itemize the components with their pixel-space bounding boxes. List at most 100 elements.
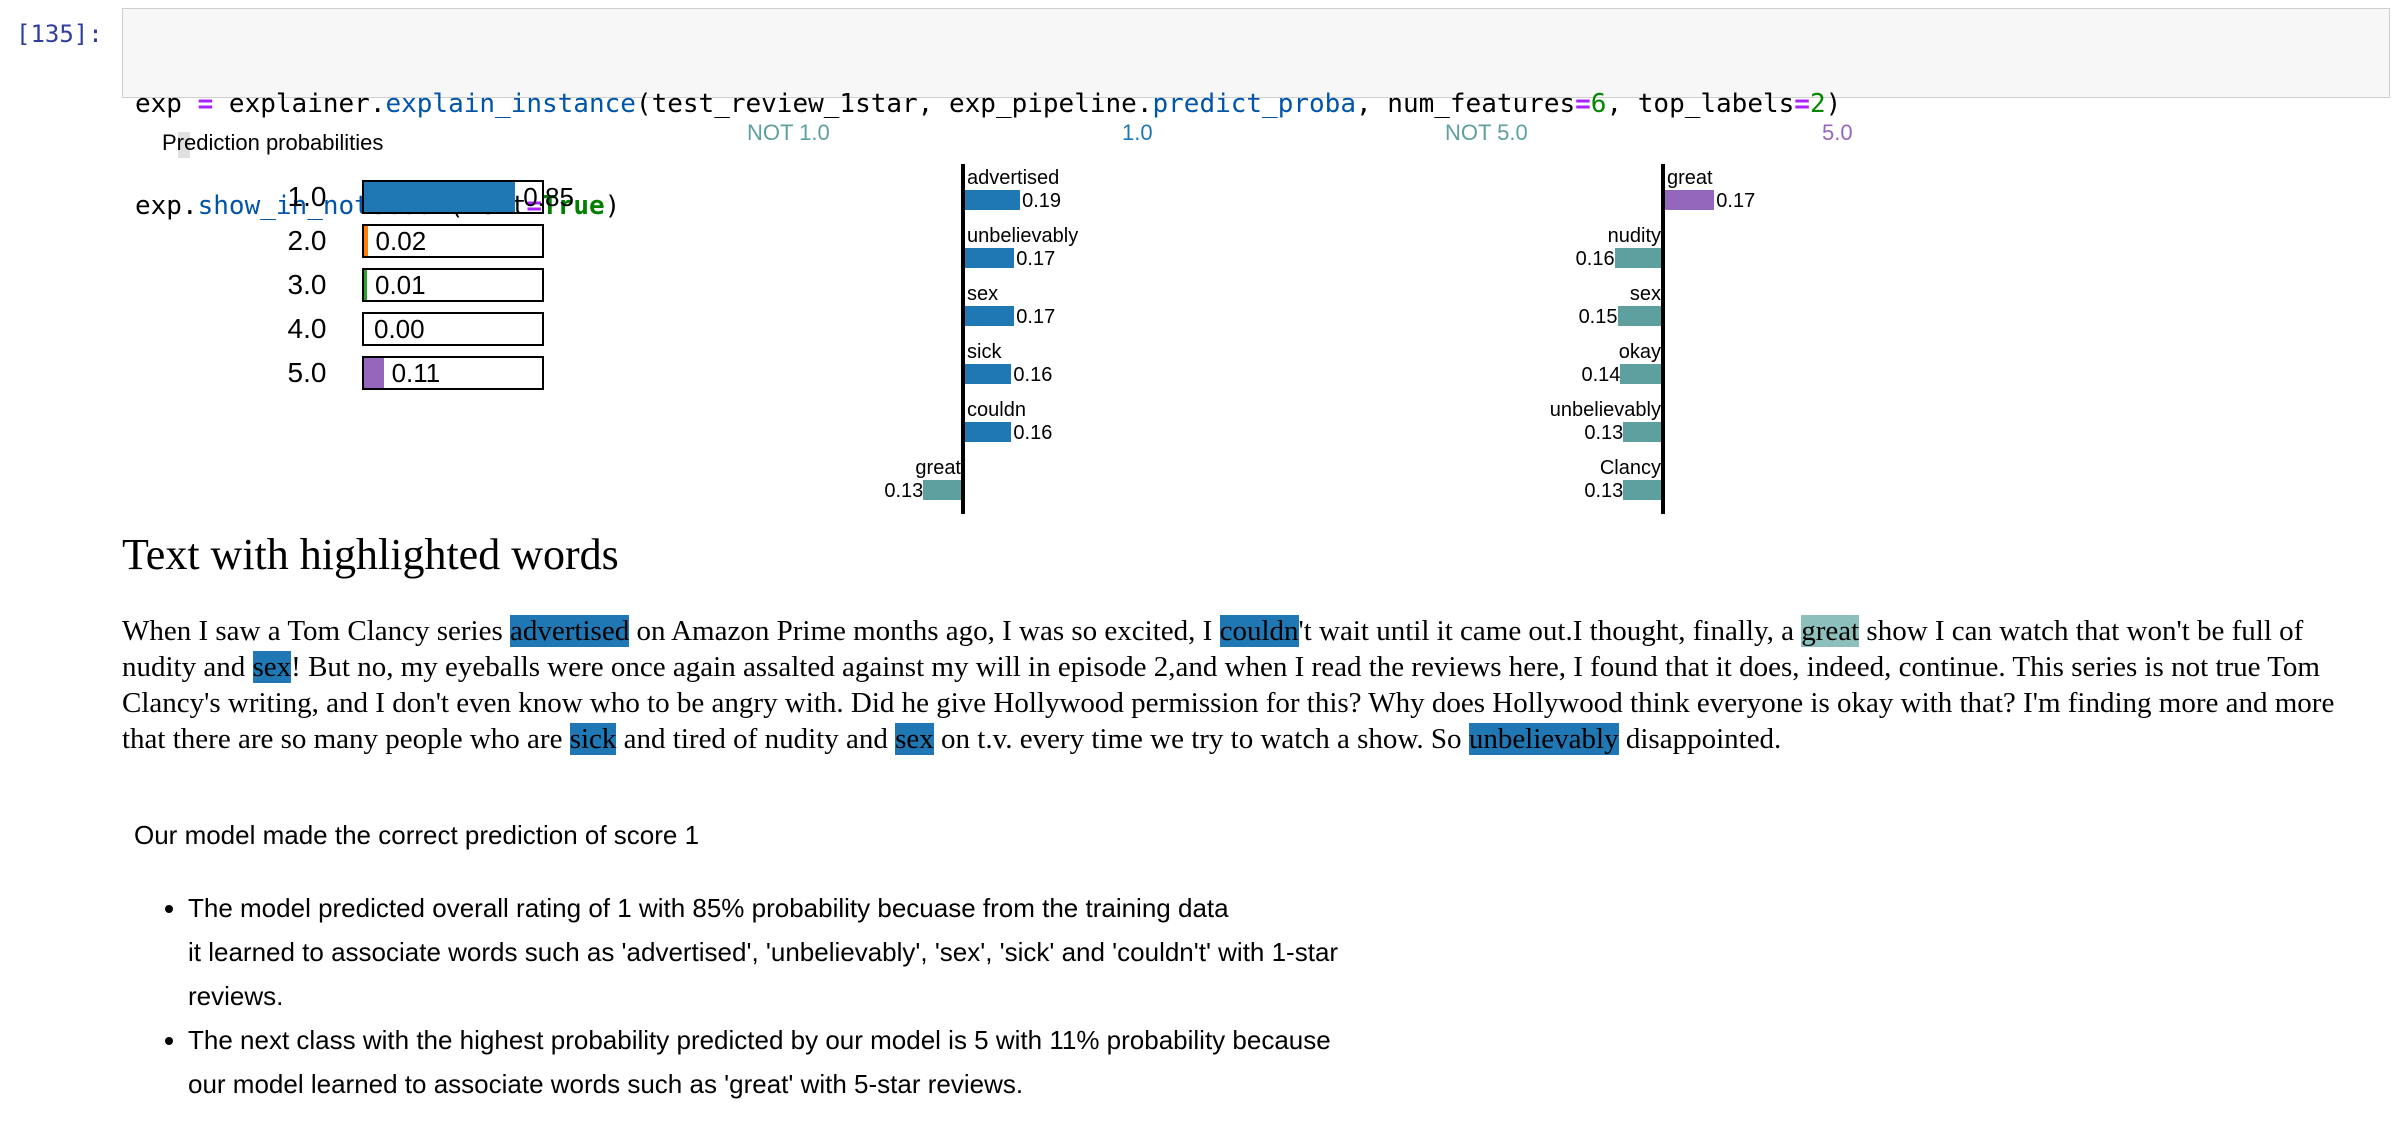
feature-weight-bar <box>1623 480 1661 500</box>
code-token: (test_review_1star, exp_pipeline. <box>635 89 1153 119</box>
code-token: = <box>1575 89 1591 119</box>
highlighted-text-heading: Text with highlighted words <box>122 530 619 579</box>
text-segment: ! But no, my eyeballs were once again as… <box>122 651 2335 755</box>
code-cell-input[interactable]: exp = explainer.explain_instance(test_re… <box>122 8 2390 221</box>
feature-weight-value: 0.16 <box>1013 364 1053 386</box>
text-segment: on t.v. every time we try to watch a sho… <box>933 723 1469 755</box>
probability-bar-frame <box>362 356 544 390</box>
code-token: = <box>1794 89 1810 119</box>
highlighted-word: sex <box>252 651 292 683</box>
code-line-1: exp = explainer.explain_instance(test_re… <box>135 87 2377 121</box>
probability-bar-frame <box>362 312 544 346</box>
feature-word: sex <box>967 283 999 305</box>
explanation-axis <box>961 164 965 514</box>
feature-weight-value: 0.16 <box>1013 422 1053 444</box>
highlighted-word: couldn <box>1219 615 1299 647</box>
code-token: ) <box>1825 89 1842 119</box>
code-token: True <box>542 191 605 221</box>
text-segment: disappointed. <box>1618 723 1782 755</box>
explanation-bullet: The model predicted overall rating of 1 … <box>188 886 1638 1018</box>
feature-weight-bar <box>965 306 1015 326</box>
code-token: predict_proba <box>1152 89 1356 119</box>
feature-word: unbelievably <box>1549 399 1661 421</box>
highlighted-word: unbelievably <box>1468 723 1619 755</box>
text-segment: When I saw a Tom Clancy series <box>122 615 511 647</box>
explanation-2-not-label: NOT 5.0 <box>1445 120 1528 145</box>
probability-bar-frame <box>362 180 544 214</box>
probability-value: 0.02 <box>375 226 427 256</box>
text-segment: show I can watch that won't be full of n… <box>122 615 2304 683</box>
text-segment: and tired of nudity and <box>616 723 896 755</box>
explanation-axis <box>1661 164 1665 514</box>
feature-weight-value: 0.17 <box>1716 190 1756 212</box>
probability-bar-frame <box>362 268 544 302</box>
feature-weight-bar <box>965 190 1021 210</box>
text-segment: 't wait until it came out.I thought, fin… <box>1298 615 1802 647</box>
text-cursor <box>178 132 190 158</box>
bullet-line: it learned to associate words such as 'a… <box>188 937 1339 967</box>
feature-weight-value: 0.16 <box>1575 248 1615 270</box>
feature-weight-bar <box>965 364 1012 384</box>
feature-weight-value: 0.15 <box>1578 306 1618 328</box>
class-label: 1.0 <box>287 181 327 212</box>
probability-bar-frame <box>362 224 544 258</box>
feature-weight-value: 0.17 <box>1016 248 1056 270</box>
explanation-1-label: 1.0 <box>1122 120 1153 145</box>
bullet-line: our model learned to associate words suc… <box>188 1069 1024 1099</box>
feature-weight-value: 0.13 <box>884 480 924 502</box>
prediction-summary: Our model made the correct prediction of… <box>134 820 700 850</box>
bullet-line: The model predicted overall rating of 1 … <box>188 893 1229 923</box>
probability-bar <box>364 182 516 212</box>
highlighted-word: sex <box>895 723 934 755</box>
feature-weight-value: 0.19 <box>1022 190 1062 212</box>
feature-word: okay <box>1618 341 1661 363</box>
feature-word: advertised <box>967 167 1060 189</box>
bullet-line: The next class with the highest probabil… <box>188 1025 1331 1055</box>
probability-bar <box>364 270 367 300</box>
feature-weight-value: 0.14 <box>1581 364 1621 386</box>
probability-bar <box>364 358 384 388</box>
feature-weight-bar <box>1617 306 1661 326</box>
explanation-bullets: The model predicted overall rating of 1 … <box>132 886 1638 1106</box>
code-token: = <box>197 89 214 119</box>
highlighted-word: advertised <box>510 615 630 647</box>
code-token: , top_labels <box>1606 89 1795 119</box>
feature-word: nudity <box>1607 225 1661 247</box>
feature-word: great <box>915 457 961 479</box>
bullet-line: reviews. <box>188 981 284 1011</box>
feature-weight-bar <box>965 248 1015 268</box>
probability-value: 0.00 <box>374 314 425 344</box>
feature-weight-bar <box>923 480 961 500</box>
feature-weight-bar <box>1614 248 1661 268</box>
cell-prompt: [135]: <box>16 20 103 48</box>
text-segment: on Amazon Prime months ago, I was so exc… <box>629 615 1220 647</box>
code-token: explain_instance <box>385 89 636 119</box>
code-token: exp. <box>135 191 198 221</box>
probability-value: 0.11 <box>391 358 441 388</box>
feature-word: couldn <box>967 399 1026 421</box>
cell-output: Prediction probabilities 1.0 0.85 2.0 0.02 3… <box>122 108 2390 1128</box>
code-token: exp <box>135 89 198 119</box>
class-label: 4.0 <box>287 313 327 344</box>
code-token: ) <box>604 191 621 221</box>
feature-weight-bar <box>1620 364 1661 384</box>
feature-word: sick <box>967 341 1002 363</box>
feature-word: great <box>1667 167 1713 189</box>
highlighted-word: sick <box>569 723 617 755</box>
class-label: 3.0 <box>287 269 327 300</box>
probability-value: 0.01 <box>375 270 426 300</box>
highlighted-review-text: When I saw a Tom Clancy series advertise… <box>122 613 2348 757</box>
feature-weight-bar <box>965 422 1012 442</box>
code-token: 6 <box>1590 89 1607 119</box>
code-token: , num_features <box>1355 89 1576 119</box>
feature-weight-value: 0.17 <box>1016 306 1056 328</box>
code-token: explainer. <box>213 89 386 119</box>
prediction-probabilities-title: Prediction probabilities <box>162 130 384 155</box>
explanation-1-not-label: NOT 1.0 <box>747 120 830 145</box>
probability-bar <box>364 226 368 256</box>
feature-weight-value: 0.13 <box>1584 480 1624 502</box>
feature-weight-value: 0.13 <box>1584 422 1624 444</box>
feature-weight-bar <box>1665 190 1715 210</box>
feature-word: sex <box>1629 283 1661 305</box>
code-token: 2 <box>1809 89 1826 119</box>
